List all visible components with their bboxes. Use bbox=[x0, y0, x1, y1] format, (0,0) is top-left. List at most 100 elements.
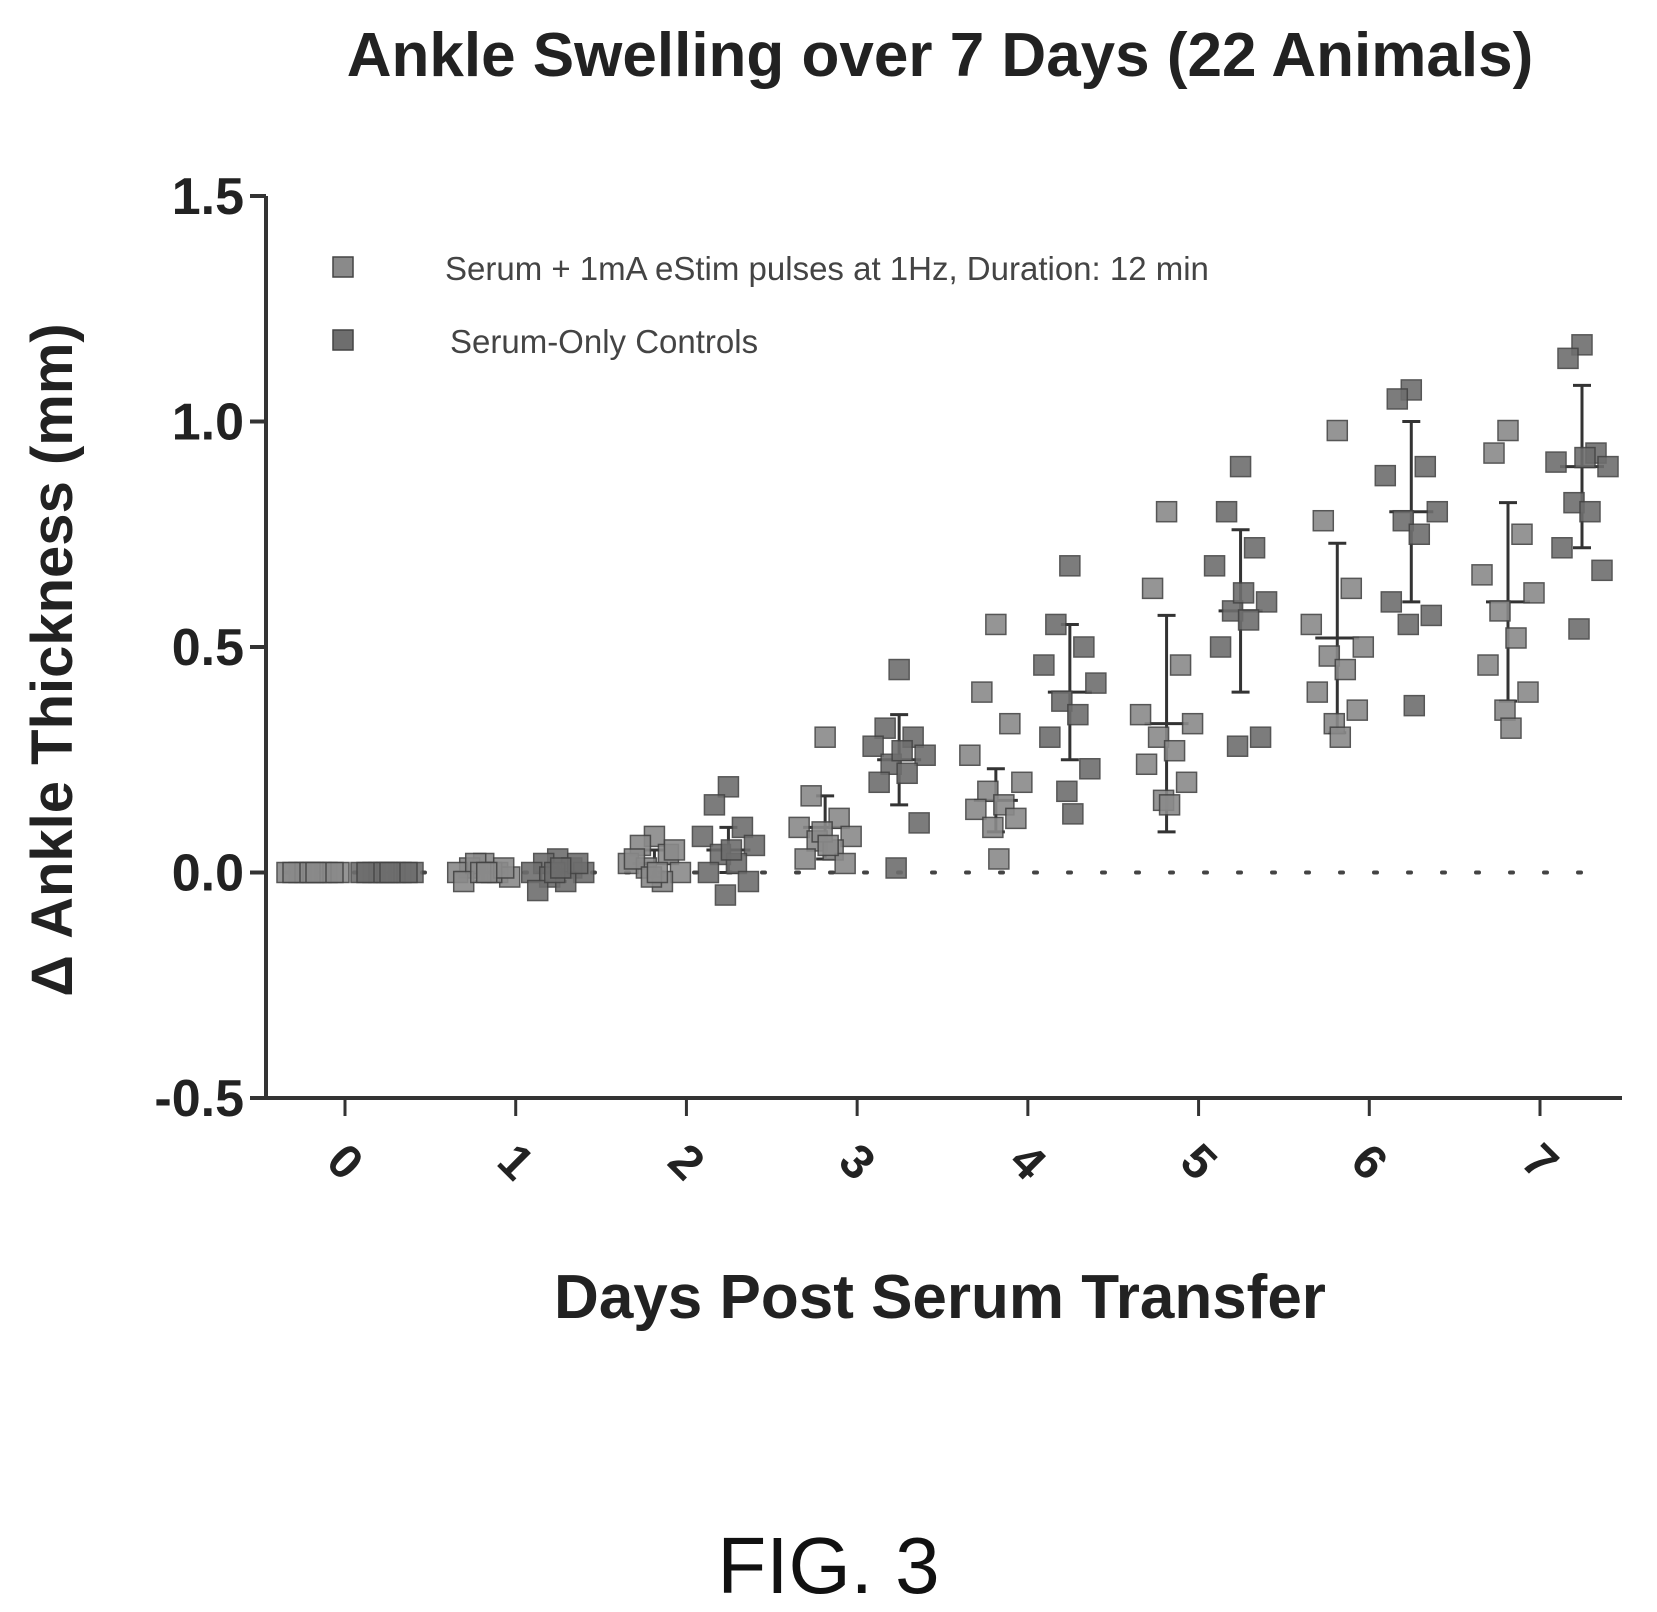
point-control bbox=[1557, 347, 1579, 370]
point-control bbox=[1551, 537, 1573, 559]
point-estim bbox=[1306, 681, 1329, 703]
point-control bbox=[526, 879, 549, 902]
point-control bbox=[1568, 618, 1590, 640]
point-control bbox=[697, 861, 720, 884]
point-estim bbox=[965, 798, 987, 821]
point-estim bbox=[1011, 771, 1033, 794]
y-tick-label: 1.0 bbox=[172, 394, 244, 452]
x-axis-label: Days Post Serum Transfer bbox=[554, 1263, 1326, 1332]
legend-marker-control bbox=[332, 329, 354, 351]
point-control bbox=[737, 870, 760, 893]
point-estim bbox=[840, 825, 862, 848]
x-tick-label: 2 bbox=[658, 1134, 714, 1190]
point-estim bbox=[1326, 419, 1349, 442]
point-control bbox=[1392, 509, 1415, 532]
point-estim bbox=[1129, 703, 1152, 726]
point-estim bbox=[794, 848, 816, 870]
y-tick-label: 0.0 bbox=[172, 845, 244, 903]
point-estim bbox=[1477, 654, 1499, 676]
x-tick-label: 4 bbox=[999, 1134, 1056, 1191]
point-control bbox=[885, 857, 907, 879]
point-estim bbox=[788, 816, 810, 839]
point-control bbox=[520, 861, 543, 884]
point-control bbox=[1255, 591, 1278, 613]
legend-marker-estim bbox=[332, 256, 354, 278]
point-estim bbox=[1135, 753, 1158, 776]
point-control bbox=[1397, 613, 1420, 636]
point-estim bbox=[1352, 636, 1375, 658]
point-estim bbox=[834, 852, 856, 875]
point-control bbox=[1232, 582, 1255, 604]
data-points bbox=[276, 334, 1619, 906]
point-estim bbox=[988, 848, 1010, 870]
point-control bbox=[1574, 446, 1596, 469]
point-control bbox=[1203, 555, 1226, 577]
point-control bbox=[1579, 500, 1601, 523]
point-control bbox=[1408, 523, 1431, 545]
point-control bbox=[743, 834, 766, 857]
point-control bbox=[731, 816, 754, 839]
point-estim bbox=[1340, 577, 1363, 600]
point-estim bbox=[1312, 509, 1335, 532]
point-estim bbox=[985, 613, 1007, 636]
point-estim bbox=[1517, 681, 1539, 703]
point-estim bbox=[669, 861, 692, 884]
point-estim bbox=[959, 744, 981, 766]
x-tick-label: 0 bbox=[316, 1134, 372, 1190]
point-control bbox=[874, 717, 896, 739]
point-control bbox=[549, 857, 572, 879]
point-estim bbox=[1163, 739, 1186, 762]
x-ticks: 0 1 2 3 4 5 6 7 bbox=[316, 1098, 1568, 1191]
point-control bbox=[1403, 694, 1426, 717]
point-estim bbox=[305, 861, 327, 884]
point-control bbox=[703, 794, 726, 816]
point-control bbox=[908, 812, 930, 834]
x-tick-label: 3 bbox=[829, 1134, 885, 1190]
point-control bbox=[1209, 636, 1232, 658]
point-estim bbox=[1471, 564, 1493, 586]
point-control bbox=[1059, 555, 1081, 577]
point-control bbox=[1380, 591, 1403, 613]
point-control bbox=[896, 762, 918, 785]
point-control bbox=[1597, 455, 1619, 478]
point-control bbox=[691, 825, 714, 848]
x-tick-label: 1 bbox=[487, 1134, 543, 1190]
point-estim bbox=[1158, 794, 1181, 816]
point-control bbox=[1229, 455, 1252, 478]
point-control bbox=[1039, 726, 1061, 748]
point-control bbox=[914, 744, 936, 766]
point-control bbox=[1033, 654, 1055, 676]
point-control bbox=[1386, 388, 1409, 410]
point-estim bbox=[1318, 645, 1341, 667]
point-control bbox=[1420, 604, 1443, 627]
point-estim bbox=[971, 681, 993, 703]
legend: Serum + 1mA eStim pulses at 1Hz, Duratio… bbox=[332, 250, 1209, 360]
y-tick-label: 0.5 bbox=[172, 619, 244, 677]
point-estim bbox=[1181, 712, 1204, 735]
point-estim bbox=[1523, 582, 1545, 604]
x-tick-label: 5 bbox=[1170, 1134, 1226, 1190]
point-estim bbox=[1155, 500, 1178, 523]
y-axis-label: Δ Ankle Thickness (mm) bbox=[20, 323, 85, 996]
point-control bbox=[1215, 500, 1238, 523]
point-control bbox=[720, 839, 743, 861]
point-control bbox=[1062, 803, 1084, 825]
point-estim bbox=[1346, 699, 1369, 721]
point-control bbox=[1073, 636, 1095, 658]
point-control bbox=[1079, 758, 1101, 780]
point-control bbox=[1045, 613, 1067, 636]
point-estim bbox=[623, 848, 646, 870]
point-estim bbox=[1489, 600, 1511, 622]
point-control bbox=[714, 884, 737, 906]
y-axis-label-group: Δ Ankle Thickness (mm) bbox=[20, 323, 85, 996]
point-control bbox=[1067, 703, 1089, 726]
point-control bbox=[1056, 780, 1078, 803]
point-estim bbox=[1329, 726, 1352, 748]
figure-label: FIG. 3 bbox=[717, 1521, 940, 1610]
point-estim bbox=[800, 785, 822, 807]
point-estim bbox=[817, 834, 839, 857]
x-tick-label: 7 bbox=[1511, 1134, 1567, 1190]
point-estim bbox=[663, 839, 686, 861]
point-estim bbox=[1494, 699, 1516, 721]
